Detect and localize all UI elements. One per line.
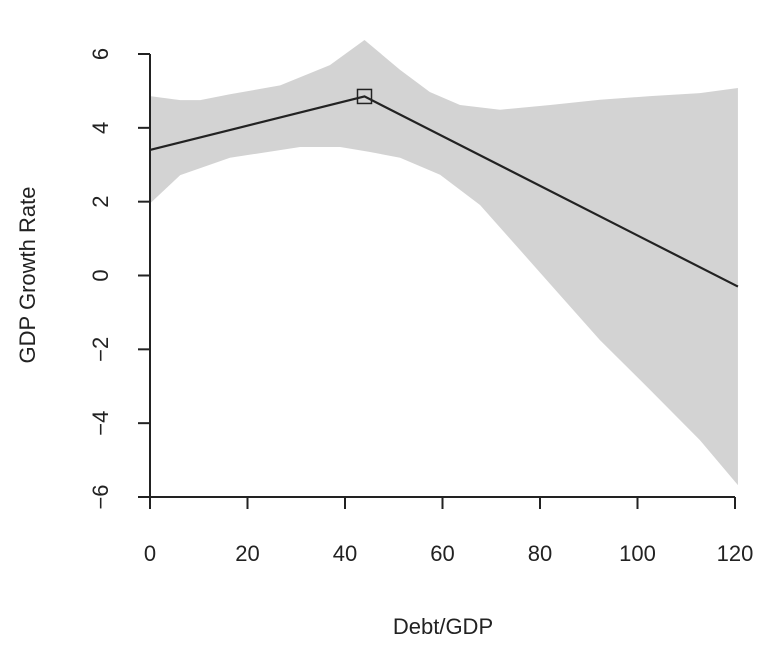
fitted-line: [149, 95, 739, 288]
breakpoint-marker: [356, 88, 373, 105]
y-tick-label: 6: [88, 48, 113, 60]
x-tick-label: 0: [144, 541, 156, 566]
x-tick-label: 20: [235, 541, 259, 566]
y-tick-label: 4: [88, 122, 113, 134]
x-tick-label: 80: [528, 541, 552, 566]
x-tick-label: 40: [333, 541, 357, 566]
y-tick-label: −6: [88, 484, 113, 509]
y-tick-label: −2: [88, 337, 113, 362]
x-axis-label: Debt/GDP: [393, 614, 493, 639]
y-axis-label: GDP Growth Rate: [15, 187, 40, 364]
x-tick-label: 60: [430, 541, 454, 566]
y-tick-label: 2: [88, 196, 113, 208]
y-tick-label: −4: [88, 411, 113, 436]
x-tick-label: 100: [619, 541, 656, 566]
x-tick-label: 120: [717, 541, 754, 566]
confidence-band: [150, 39, 738, 486]
y-tick-label: 0: [88, 269, 113, 281]
